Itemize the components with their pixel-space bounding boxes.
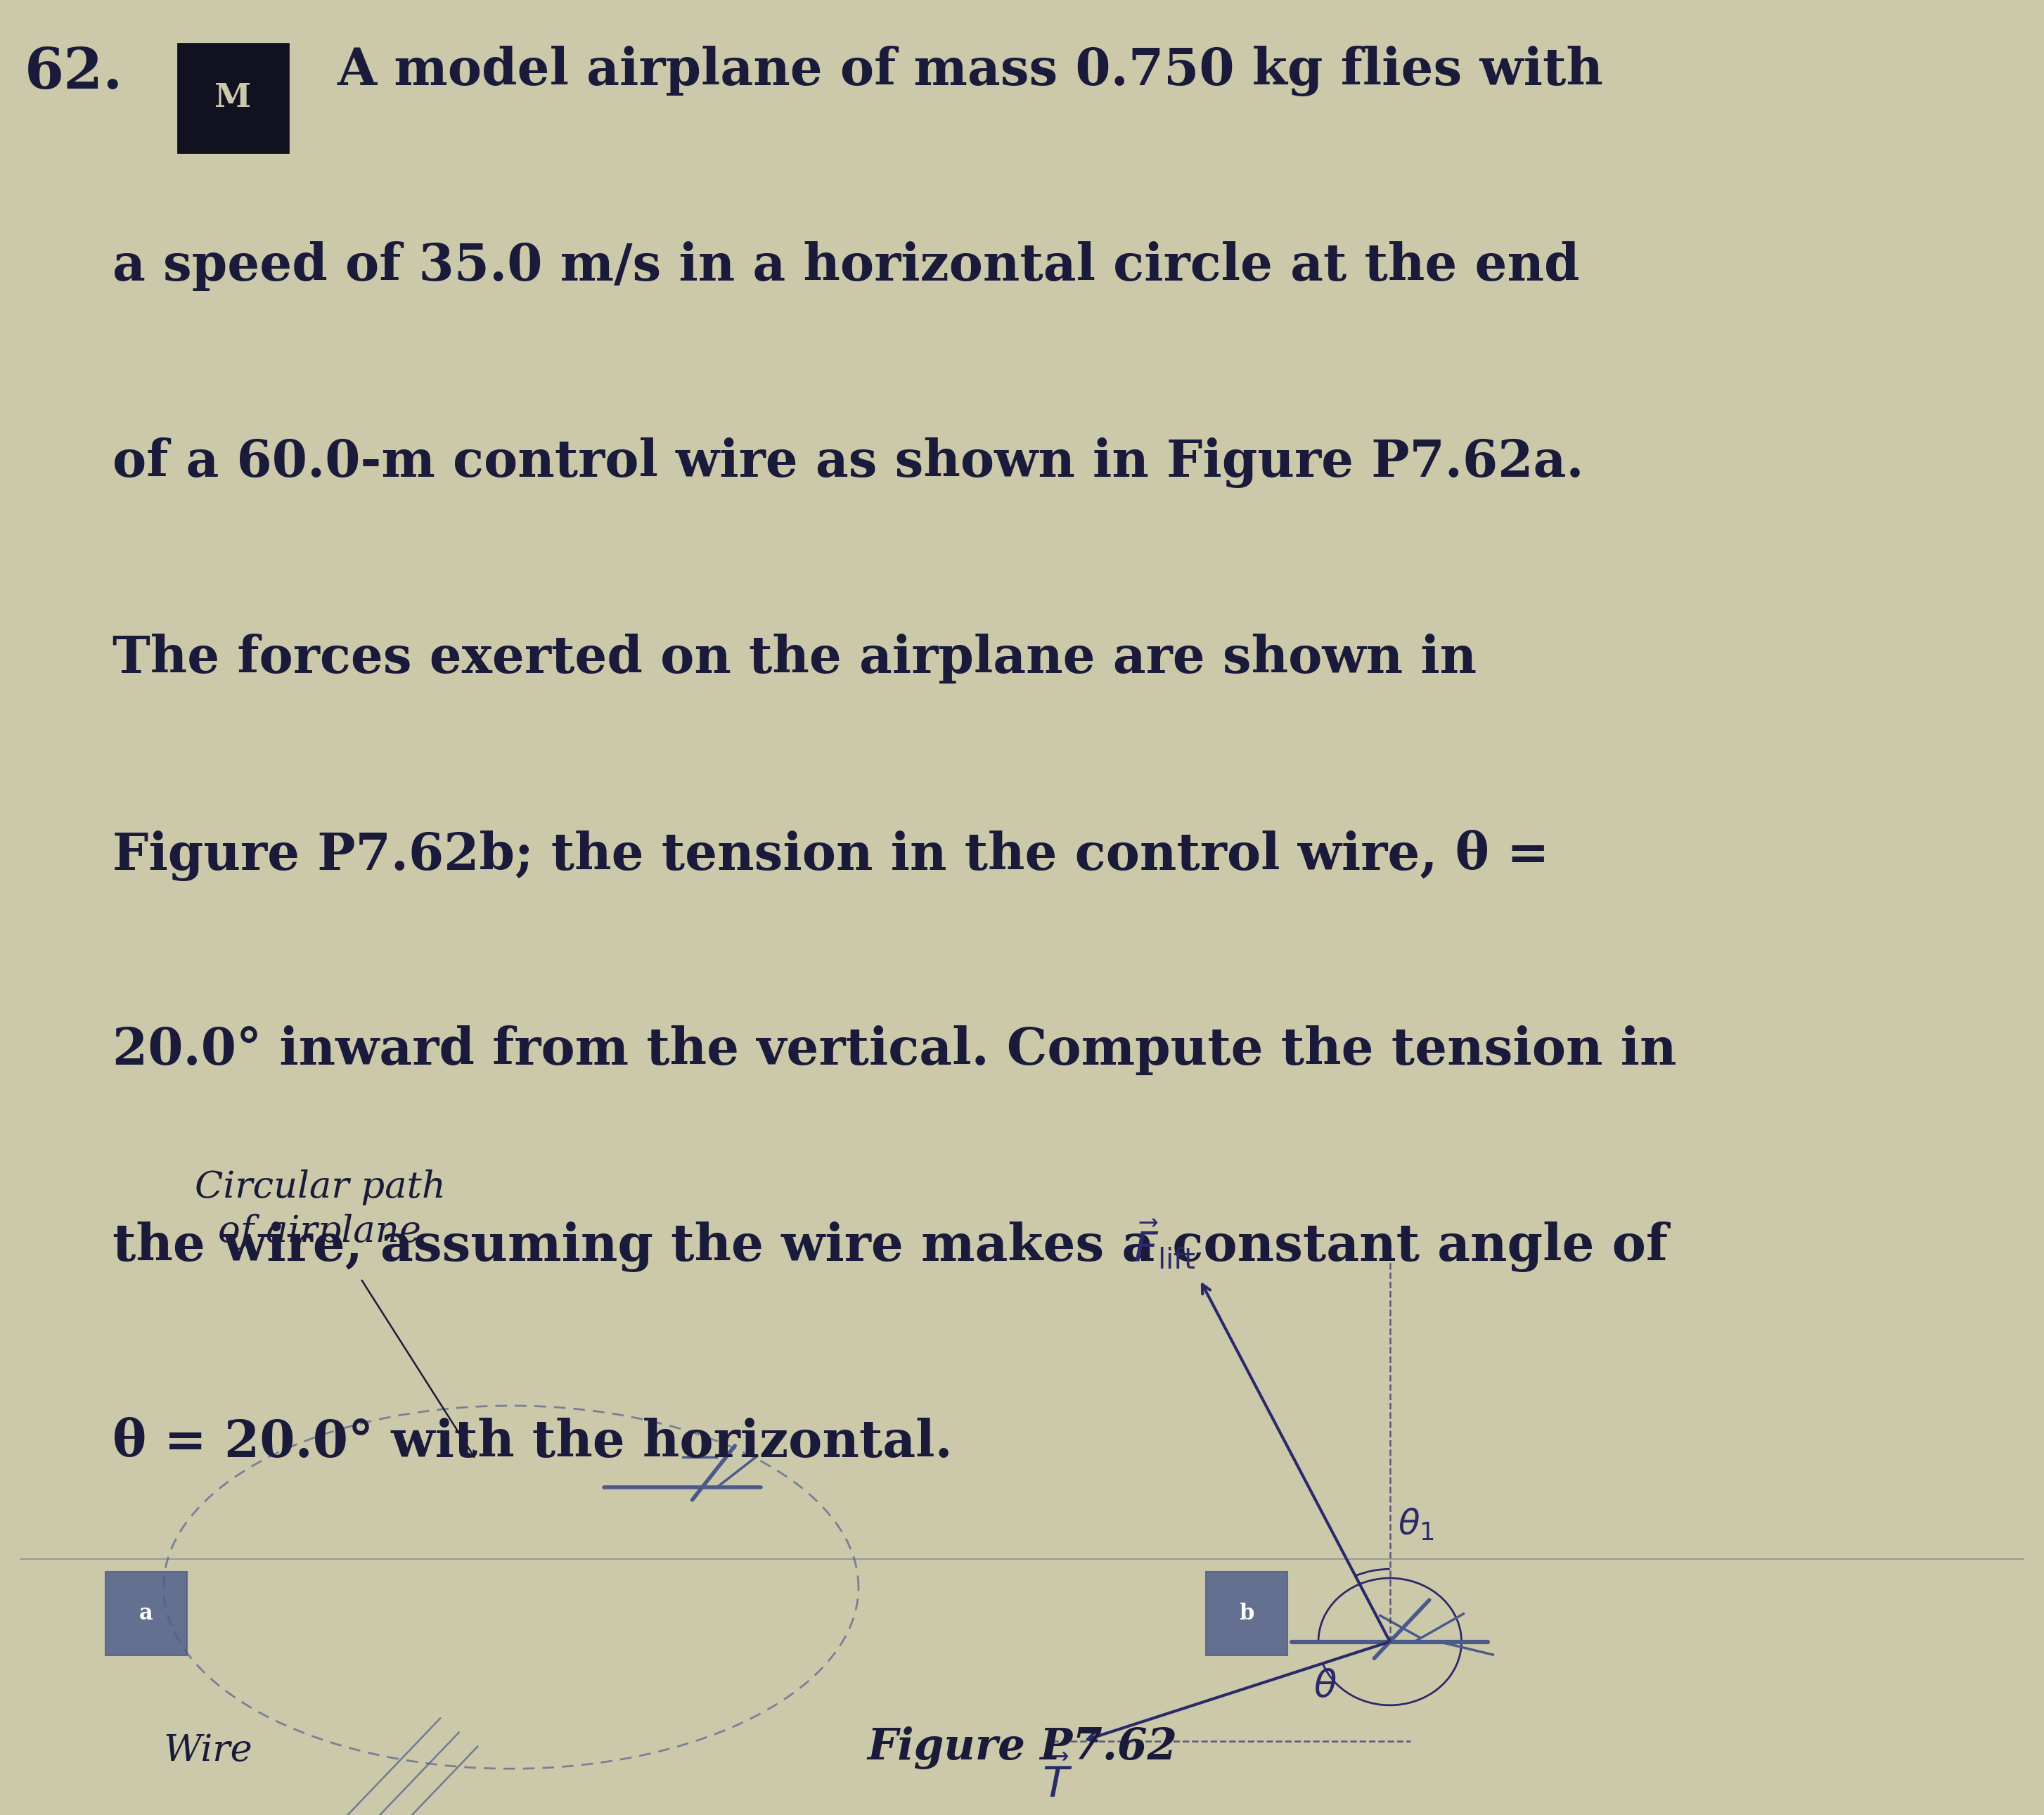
FancyBboxPatch shape (178, 44, 288, 152)
Text: 20.0° inward from the vertical. Compute the tension in: 20.0° inward from the vertical. Compute … (112, 1025, 1676, 1076)
Text: $\vec{T}$: $\vec{T}$ (1042, 1759, 1073, 1808)
Text: θ = 20.0° with the horizontal.: θ = 20.0° with the horizontal. (112, 1418, 953, 1468)
Text: 62.: 62. (25, 45, 123, 100)
FancyBboxPatch shape (104, 1572, 186, 1655)
Text: Figure P7.62b; the tension in the control wire, θ =: Figure P7.62b; the tension in the contro… (112, 829, 1549, 880)
Text: Figure P7.62: Figure P7.62 (867, 1726, 1177, 1770)
Text: $\vec{F}_{\rm lift}$: $\vec{F}_{\rm lift}$ (1134, 1218, 1196, 1270)
Text: $\theta_1$: $\theta_1$ (1398, 1506, 1435, 1543)
Text: M: M (215, 82, 251, 114)
Text: The forces exerted on the airplane are shown in: The forces exerted on the airplane are s… (112, 633, 1476, 684)
Text: b: b (1239, 1603, 1255, 1624)
Text: a: a (139, 1603, 153, 1624)
Text: $\theta$: $\theta$ (1314, 1668, 1337, 1704)
Text: the wire, assuming the wire makes a constant angle of: the wire, assuming the wire makes a cons… (112, 1221, 1668, 1272)
Text: a speed of 35.0 m/s in a horizontal circle at the end: a speed of 35.0 m/s in a horizontal circ… (112, 241, 1580, 292)
Text: Wire: Wire (164, 1733, 253, 1768)
Text: of a 60.0-m control wire as shown in Figure P7.62a.: of a 60.0-m control wire as shown in Fig… (112, 437, 1584, 488)
FancyBboxPatch shape (1206, 1572, 1288, 1655)
Text: A model airplane of mass 0.750 kg flies with: A model airplane of mass 0.750 kg flies … (337, 45, 1602, 96)
Text: Circular path
of airplane: Circular path of airplane (194, 1171, 446, 1251)
